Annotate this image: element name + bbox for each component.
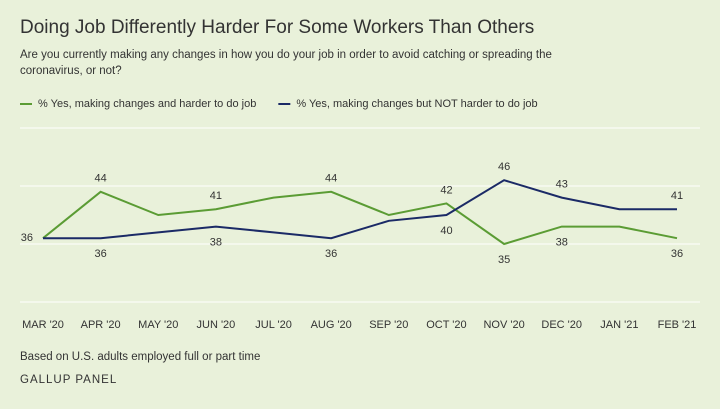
data-label: 36 bbox=[95, 248, 107, 260]
legend-label: % Yes, making changes and harder to do j… bbox=[38, 98, 256, 110]
x-tick-label: JAN '21 bbox=[600, 319, 638, 331]
x-tick-label: OCT '20 bbox=[426, 319, 466, 331]
x-tick-label: MAY '20 bbox=[138, 319, 178, 331]
data-label: 35 bbox=[498, 254, 510, 266]
x-tick-label: JUN '20 bbox=[197, 319, 236, 331]
data-label: 38 bbox=[556, 237, 568, 249]
chart-title: Doing Job Differently Harder For Some Wo… bbox=[20, 17, 534, 38]
legend-label: % Yes, making changes but NOT harder to … bbox=[296, 98, 537, 110]
data-label: 46 bbox=[498, 161, 510, 173]
data-label: 41 bbox=[210, 190, 222, 202]
data-label: 36 bbox=[325, 248, 337, 260]
note: Based on U.S. adults employed full or pa… bbox=[20, 351, 260, 363]
x-tick-label: MAR '20 bbox=[22, 319, 64, 331]
data-label: 40 bbox=[440, 225, 452, 237]
x-tick-label: AUG '20 bbox=[311, 319, 352, 331]
data-label: 41 bbox=[671, 190, 683, 202]
x-tick-label: JUL '20 bbox=[255, 319, 292, 331]
series-line bbox=[42, 190, 678, 246]
x-tick-label: NOV '20 bbox=[483, 319, 524, 331]
source: GALLUP PANEL bbox=[20, 374, 117, 386]
subtitle: Are you currently making any changes in … bbox=[20, 49, 555, 77]
x-tick-label: APR '20 bbox=[81, 319, 121, 331]
data-label: 36 bbox=[21, 232, 33, 244]
data-label: 44 bbox=[95, 173, 107, 185]
data-label: 38 bbox=[210, 237, 222, 249]
x-tick-label: DEC '20 bbox=[541, 319, 582, 331]
data-label: 36 bbox=[671, 248, 683, 260]
data-label: 43 bbox=[556, 179, 568, 191]
data-label: 42 bbox=[440, 184, 452, 196]
x-tick-label: SEP '20 bbox=[369, 319, 408, 331]
series-line bbox=[43, 179, 677, 240]
x-tick-label: FEB '21 bbox=[658, 319, 697, 331]
data-label: 44 bbox=[325, 173, 337, 185]
